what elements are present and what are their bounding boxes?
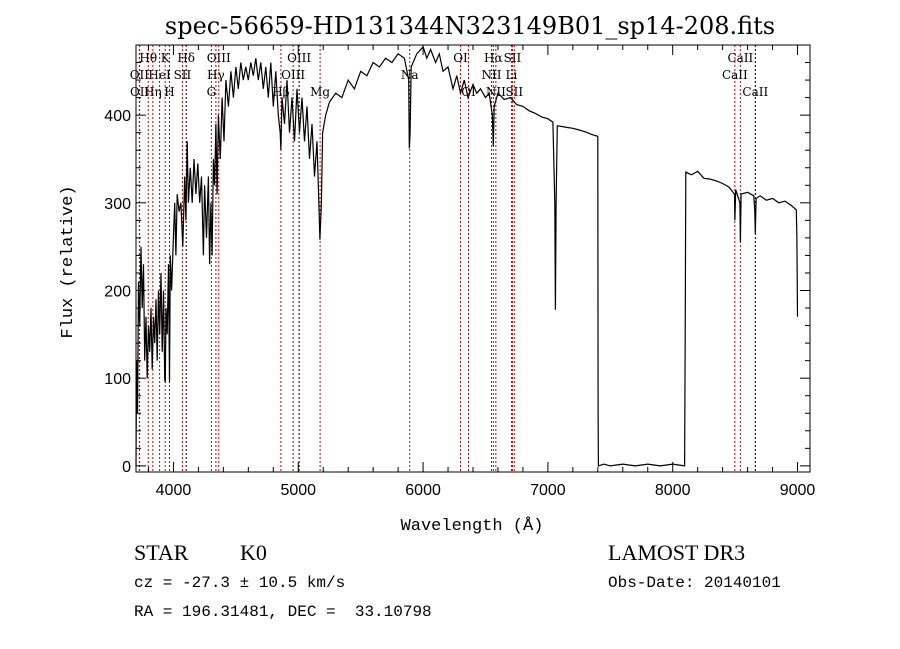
line-marker-label: OIII: [207, 51, 231, 65]
survey-name: LAMOST DR3: [608, 540, 746, 565]
spectrum-line: [135, 45, 799, 467]
x-axis-label: Wavelength (Å): [401, 517, 544, 536]
subclass: K0: [240, 540, 267, 565]
line-marker-label: OII: [130, 68, 150, 82]
line-marker-label: G: [207, 85, 217, 99]
line-marker-label: Na: [401, 68, 419, 82]
x-tick-label: 7000: [530, 482, 566, 499]
line-marker-label: Hα: [484, 51, 503, 65]
x-tick-label: 6000: [405, 482, 441, 499]
line-marker-label: CaII: [727, 51, 753, 65]
x-tick-label: 8000: [655, 482, 691, 499]
line-marker-label: OI: [453, 51, 468, 65]
y-tick-label: 0: [122, 459, 131, 476]
line-marker-label: Hη: [144, 85, 162, 99]
line-marker-label: OIII: [287, 51, 311, 65]
line-marker-label: H: [164, 85, 174, 99]
line-marker-label: SII: [504, 51, 522, 65]
line-marker-label: Hδ: [177, 51, 195, 65]
y-tick-label: 400: [104, 108, 131, 125]
chart-title: spec-56659-HD131344N323149B01_sp14-208.f…: [165, 12, 775, 40]
line-marker-label: OII: [130, 85, 150, 99]
y-tick-label: 100: [104, 371, 131, 388]
line-marker-label: Mg: [310, 85, 330, 99]
line-marker-label: CaII: [722, 68, 748, 82]
line-marker-label: NII: [481, 68, 501, 82]
line-marker-label: NII: [486, 85, 506, 99]
y-tick-label: 200: [104, 284, 131, 301]
x-tick-label: 5000: [280, 482, 316, 499]
line-markers: [138, 45, 756, 472]
axes: 4000 5000 6000 7000 8000 9000 0 100 200 300 400: [104, 44, 816, 499]
y-tick-label: 300: [104, 196, 131, 213]
observation-date: Obs-Date: 20140101: [608, 574, 781, 592]
y-axis-label: Flux (relative): [59, 185, 78, 338]
line-marker-label: CaII: [742, 85, 768, 99]
line-marker-label: Hθ: [139, 51, 157, 65]
line-marker-label: SII: [505, 85, 523, 99]
x-tick-label: 4000: [156, 482, 192, 499]
coordinates: RA = 196.31481, DEC = 33.10798: [134, 603, 432, 621]
redshift-cz: cz = -27.3 ± 10.5 km/s: [134, 574, 346, 592]
line-marker-label: OI: [461, 85, 476, 99]
plot-frame: [135, 44, 811, 473]
line-marker-label: K: [161, 51, 171, 65]
line-marker-label: SII: [174, 68, 192, 82]
line-marker-label: HeI: [148, 68, 171, 82]
line-marker-label: Hγ: [207, 68, 225, 82]
line-marker-label: Li: [506, 68, 518, 82]
line-marker-label: OIII: [281, 68, 305, 82]
object-type: STAR: [134, 540, 189, 565]
x-tick-label: 9000: [780, 482, 816, 499]
